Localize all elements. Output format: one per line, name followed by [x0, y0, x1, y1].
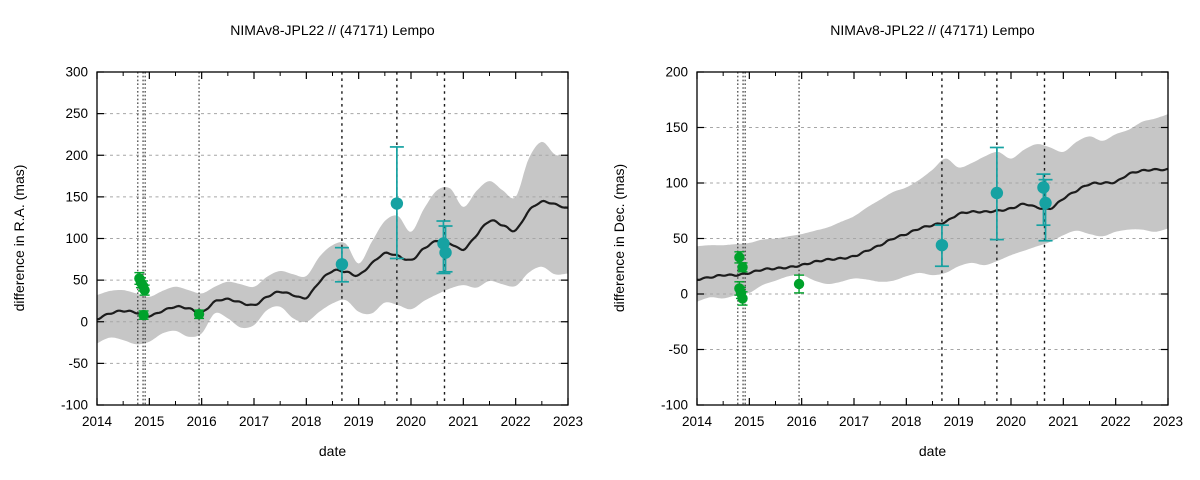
observation-point: [439, 246, 452, 259]
svg-text:2017: 2017: [239, 414, 269, 429]
svg-text:2021: 2021: [448, 414, 478, 429]
svg-text:100: 100: [65, 231, 88, 246]
svg-text:100: 100: [665, 176, 688, 191]
svg-text:-50: -50: [68, 356, 88, 371]
svg-text:2014: 2014: [682, 414, 713, 429]
svg-text:2022: 2022: [501, 414, 531, 429]
y-axis-label: difference in R.A. (mas): [11, 164, 27, 312]
uncertainty-band: [697, 114, 1168, 302]
svg-text:-100: -100: [61, 398, 88, 413]
svg-text:-50: -50: [668, 342, 688, 357]
uncertainty-band: [97, 141, 568, 345]
model-line: [96, 199, 569, 321]
svg-text:2015: 2015: [134, 414, 164, 429]
observation-point: [390, 197, 404, 210]
dec-panel: 2014 2015 2016 2017 2018 2019 2020 2021 2022 2023…: [600, 0, 1200, 480]
svg-text:2019: 2019: [344, 414, 374, 429]
svg-text:2020: 2020: [396, 414, 426, 429]
grid-lines: [697, 127, 1168, 350]
svg-text:2019: 2019: [944, 414, 974, 429]
observation-point: [935, 238, 949, 252]
x-axis-label: date: [918, 443, 947, 459]
svg-text:2022: 2022: [1101, 414, 1131, 429]
occultation-points: [734, 251, 805, 306]
tick-labels: 2014 2015 2016 2017 2018 2019 2020 2021 2022 2023…: [661, 65, 1183, 430]
observation-points: [334, 146, 453, 283]
svg-text:300: 300: [65, 65, 88, 80]
model-line: [696, 167, 1169, 281]
observation-point: [1037, 181, 1050, 194]
svg-text:2020: 2020: [996, 414, 1026, 429]
svg-text:150: 150: [65, 189, 88, 204]
occultation-point: [734, 252, 745, 263]
ra-panel: 2014 2015 2016 2017 2018 2019 2020 2021 2022 2023…: [11, 22, 583, 459]
occultation-points: [134, 271, 205, 321]
svg-text:200: 200: [665, 65, 688, 80]
svg-text:2023: 2023: [1153, 414, 1183, 429]
observation-point: [335, 258, 349, 271]
svg-text:-100: -100: [661, 398, 688, 413]
svg-text:2023: 2023: [553, 414, 583, 429]
svg-text:0: 0: [80, 314, 88, 329]
occultation-point: [793, 278, 805, 290]
x-axis-label: date: [318, 443, 347, 459]
grid-lines: [97, 113, 568, 364]
svg-text:2016: 2016: [787, 414, 817, 429]
svg-text:2015: 2015: [734, 414, 764, 429]
svg-text:2018: 2018: [291, 414, 321, 429]
svg-text:2021: 2021: [1048, 414, 1078, 429]
observation-point: [1039, 196, 1052, 210]
svg-text:2014: 2014: [82, 414, 113, 429]
observation-point: [990, 186, 1004, 200]
occultation-point: [193, 309, 205, 320]
svg-text:200: 200: [65, 148, 88, 163]
svg-text:2018: 2018: [891, 414, 921, 429]
tick-labels: 2014 2015 2016 2017 2018 2019 2020 2021 2022 2023…: [61, 65, 583, 430]
svg-text:0: 0: [680, 287, 688, 302]
y-axis-label: difference in Dec. (mas): [611, 163, 627, 313]
chart-title: NIMAv8-JPL22 // (47171) Lempo: [230, 22, 435, 38]
observation-points: [934, 146, 1053, 268]
ra-difference-chart: 2014 2015 2016 2017 2018 2019 2020 2021 2022 2023…: [61, 65, 583, 430]
svg-text:150: 150: [665, 120, 688, 135]
occultation-point: [737, 262, 748, 273]
svg-text:50: 50: [73, 273, 88, 288]
occultation-point: [138, 309, 149, 321]
chart-title: NIMAv8-JPL22 // (47171) Lempo: [830, 22, 1035, 38]
occultation-point: [737, 293, 748, 304]
svg-text:2017: 2017: [839, 414, 869, 429]
svg-text:250: 250: [65, 106, 88, 121]
axis-ticks: [696, 71, 1169, 406]
svg-text:50: 50: [673, 231, 688, 246]
svg-text:2016: 2016: [187, 414, 217, 429]
axis-ticks: [96, 71, 569, 406]
dec-difference-chart: 2014 2015 2016 2017 2018 2019 2020 2021 2022 2023…: [661, 65, 1183, 430]
occultation-point: [139, 284, 150, 296]
